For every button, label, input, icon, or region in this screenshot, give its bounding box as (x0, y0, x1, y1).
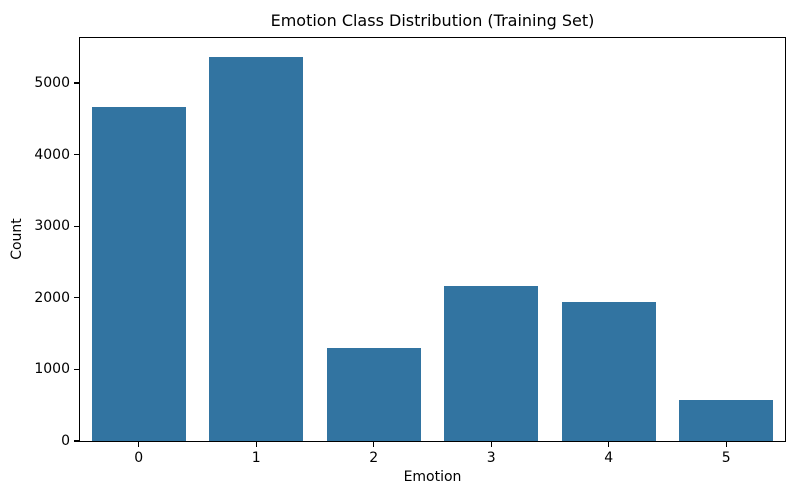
y-tick-mark (74, 82, 79, 84)
x-tick-label: 1 (251, 450, 261, 466)
x-tick-mark (725, 442, 727, 447)
x-tick-mark (255, 442, 257, 447)
x-axis-label: Emotion (403, 469, 462, 485)
x-tick-mark (490, 442, 492, 447)
y-tick-label: 3000 (34, 218, 70, 235)
y-tick-mark (74, 297, 79, 299)
chart-title: Emotion Class Distribution (Training Set… (270, 11, 595, 30)
x-tick-label: 4 (604, 450, 614, 466)
bar-category-5 (679, 400, 774, 441)
x-tick-mark (138, 442, 140, 447)
bar-category-2 (326, 347, 421, 441)
y-tick-label: 0 (61, 433, 70, 449)
y-tick-label: 5000 (34, 75, 70, 92)
bar-category-1 (209, 57, 304, 441)
y-tick-mark (74, 368, 79, 370)
bar-category-0 (91, 107, 186, 441)
x-tick-label: 0 (134, 450, 144, 466)
plot-area (79, 37, 786, 442)
x-tick-label: 3 (486, 450, 496, 466)
x-tick-label: 5 (721, 450, 731, 466)
y-tick-mark (74, 440, 79, 442)
y-tick-label: 4000 (34, 146, 70, 163)
y-tick-label: 2000 (34, 289, 70, 306)
x-tick-mark (608, 442, 610, 447)
bar-category-3 (444, 286, 539, 441)
bar-category-4 (561, 302, 656, 441)
y-tick-mark (74, 154, 79, 156)
x-tick-mark (373, 442, 375, 447)
x-tick-label: 2 (369, 450, 379, 466)
y-tick-mark (74, 225, 79, 227)
y-tick-label: 1000 (34, 361, 70, 378)
